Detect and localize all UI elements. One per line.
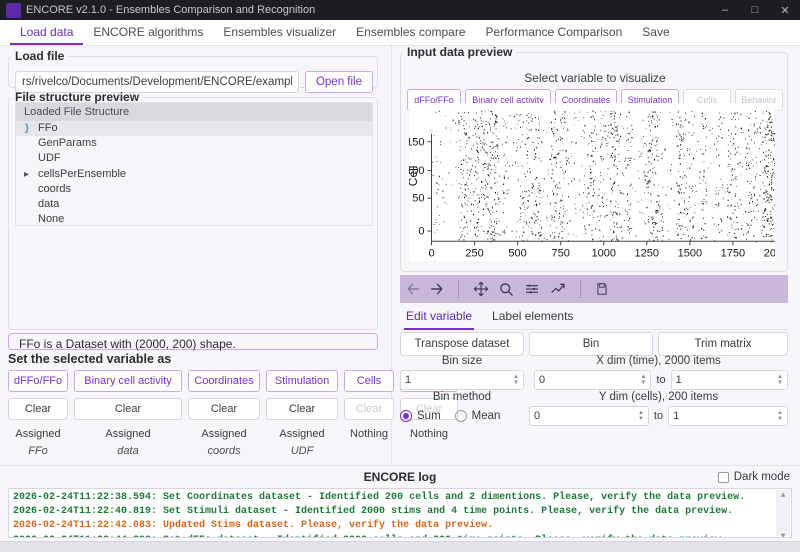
svg-text:50: 50 xyxy=(412,193,424,205)
svg-text:150: 150 xyxy=(409,136,425,148)
svg-text:Cell: Cell xyxy=(409,166,420,187)
svg-text:750: 750 xyxy=(552,247,570,259)
svg-text:250: 250 xyxy=(465,247,483,259)
svg-text:2000: 2000 xyxy=(764,247,775,259)
svg-text:500: 500 xyxy=(508,247,526,259)
svg-text:1750: 1750 xyxy=(721,247,745,259)
svg-text:1500: 1500 xyxy=(678,247,702,259)
svg-text:Timepoint: Timepoint xyxy=(578,260,631,261)
svg-text:0: 0 xyxy=(428,247,434,259)
svg-text:1250: 1250 xyxy=(635,247,659,259)
svg-text:1000: 1000 xyxy=(592,247,616,259)
svg-text:0: 0 xyxy=(418,226,424,238)
